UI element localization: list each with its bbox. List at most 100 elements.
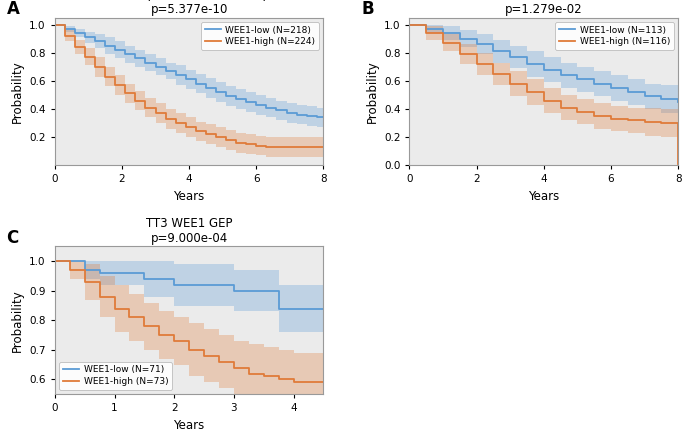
WEE1-low (N=218)	[292, 112, 301, 117]
WEE1-high (N=224)	[212, 134, 220, 140]
WEE1-low (N=113)	[473, 42, 481, 47]
WEE1-low (N=218)	[319, 115, 327, 120]
Legend: WEE1-low (N=218), WEE1-high (N=224): WEE1-low (N=218), WEE1-high (N=224)	[201, 22, 319, 50]
WEE1-high (N=224)	[162, 116, 170, 121]
WEE1-low (N=71)	[200, 282, 208, 287]
WEE1-high (N=224)	[172, 120, 180, 126]
WEE1-low (N=218)	[51, 22, 59, 27]
WEE1-low (N=71)	[260, 288, 268, 293]
WEE1-high (N=116)	[489, 71, 497, 76]
WEE1-low (N=218)	[252, 102, 260, 107]
WEE1-high (N=116)	[523, 89, 531, 95]
X-axis label: Years: Years	[528, 190, 560, 203]
Line: WEE1-low (N=71): WEE1-low (N=71)	[55, 261, 323, 308]
WEE1-high (N=224)	[71, 44, 79, 49]
WEE1-low (N=218)	[71, 30, 79, 35]
WEE1-high (N=73)	[51, 258, 59, 264]
WEE1-high (N=73)	[275, 377, 283, 382]
WEE1-high (N=73)	[125, 315, 134, 320]
Line: WEE1-low (N=218): WEE1-low (N=218)	[55, 25, 323, 117]
Line: WEE1-high (N=116): WEE1-high (N=116)	[410, 25, 678, 164]
WEE1-high (N=73)	[110, 306, 119, 311]
Line: WEE1-high (N=73): WEE1-high (N=73)	[55, 261, 323, 382]
WEE1-low (N=218)	[101, 43, 110, 48]
WEE1-high (N=116)	[590, 113, 598, 119]
WEE1-high (N=73)	[66, 268, 74, 273]
WEE1-high (N=73)	[245, 371, 253, 376]
WEE1-low (N=113)	[674, 99, 682, 105]
WEE1-low (N=71)	[81, 268, 89, 273]
WEE1-high (N=224)	[121, 91, 129, 96]
WEE1-low (N=113)	[439, 30, 447, 35]
WEE1-low (N=71)	[170, 282, 178, 287]
X-axis label: Years: Years	[173, 419, 205, 432]
WEE1-low (N=71)	[140, 276, 149, 282]
WEE1-high (N=224)	[242, 141, 250, 147]
WEE1-low (N=113)	[489, 49, 497, 54]
Y-axis label: Probability: Probability	[365, 60, 378, 123]
WEE1-high (N=224)	[132, 98, 140, 103]
WEE1-low (N=71)	[110, 270, 119, 276]
WEE1-low (N=113)	[590, 81, 598, 86]
WEE1-low (N=113)	[523, 61, 531, 67]
WEE1-low (N=218)	[312, 115, 321, 120]
Text: B: B	[361, 0, 374, 18]
Title: TT2 WEE1 GEP
p=1.279e-02: TT2 WEE1 GEP p=1.279e-02	[501, 0, 587, 16]
Legend: WEE1-low (N=113), WEE1-high (N=116): WEE1-low (N=113), WEE1-high (N=116)	[556, 22, 673, 50]
WEE1-high (N=224)	[192, 129, 200, 134]
WEE1-high (N=116)	[540, 98, 548, 103]
WEE1-high (N=116)	[406, 22, 414, 27]
WEE1-low (N=218)	[111, 47, 119, 53]
WEE1-low (N=218)	[151, 64, 160, 69]
WEE1-low (N=113)	[607, 85, 615, 91]
WEE1-high (N=73)	[170, 339, 178, 344]
WEE1-high (N=116)	[556, 105, 564, 110]
WEE1-high (N=224)	[202, 132, 210, 137]
WEE1-high (N=224)	[101, 74, 110, 79]
WEE1-high (N=73)	[95, 294, 103, 299]
WEE1-low (N=218)	[202, 85, 210, 91]
WEE1-low (N=218)	[182, 77, 190, 82]
WEE1-low (N=71)	[275, 306, 283, 311]
WEE1-low (N=218)	[132, 56, 140, 61]
WEE1-high (N=224)	[51, 22, 59, 27]
WEE1-high (N=116)	[456, 52, 464, 57]
WEE1-low (N=71)	[95, 270, 103, 276]
WEE1-low (N=113)	[573, 77, 582, 82]
WEE1-high (N=224)	[81, 54, 89, 60]
WEE1-high (N=73)	[304, 380, 312, 385]
WEE1-low (N=71)	[155, 276, 164, 282]
WEE1-high (N=116)	[506, 81, 514, 86]
WEE1-high (N=224)	[303, 144, 311, 149]
WEE1-low (N=218)	[121, 52, 129, 57]
WEE1-low (N=71)	[51, 258, 59, 264]
WEE1-low (N=113)	[657, 96, 665, 102]
WEE1-high (N=224)	[282, 144, 290, 149]
WEE1-high (N=73)	[260, 374, 268, 379]
WEE1-low (N=218)	[61, 26, 69, 32]
WEE1-high (N=116)	[623, 117, 632, 123]
WEE1-high (N=116)	[439, 40, 447, 46]
WEE1-high (N=224)	[319, 144, 327, 149]
WEE1-low (N=218)	[262, 105, 271, 110]
WEE1-high (N=224)	[262, 144, 271, 149]
WEE1-low (N=113)	[556, 73, 564, 78]
WEE1-high (N=224)	[273, 144, 281, 149]
WEE1-low (N=71)	[290, 306, 298, 311]
WEE1-low (N=71)	[245, 288, 253, 293]
WEE1-high (N=116)	[422, 30, 430, 35]
WEE1-low (N=71)	[125, 270, 134, 276]
WEE1-high (N=116)	[674, 161, 682, 166]
WEE1-low (N=218)	[303, 113, 311, 119]
WEE1-high (N=224)	[61, 33, 69, 39]
WEE1-high (N=116)	[607, 116, 615, 121]
Line: WEE1-low (N=113): WEE1-low (N=113)	[410, 25, 678, 102]
WEE1-low (N=113)	[506, 54, 514, 60]
WEE1-low (N=113)	[422, 26, 430, 32]
Title: TT3 WEE1 GEP
p=9.000e-04: TT3 WEE1 GEP p=9.000e-04	[146, 217, 232, 245]
WEE1-low (N=218)	[222, 94, 230, 99]
Title: CoMMpass WEE1 RNA-seq
p=5.377e-10: CoMMpass WEE1 RNA-seq p=5.377e-10	[112, 0, 266, 16]
WEE1-high (N=116)	[657, 120, 665, 126]
WEE1-high (N=224)	[222, 137, 230, 142]
WEE1-low (N=113)	[406, 22, 414, 27]
